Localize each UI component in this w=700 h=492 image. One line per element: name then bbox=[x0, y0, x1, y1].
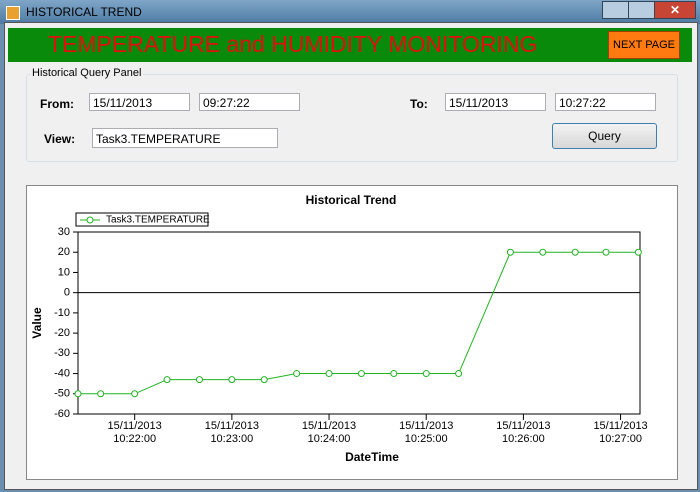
y-tick-label: 0 bbox=[64, 287, 70, 299]
y-tick-label: -20 bbox=[54, 327, 70, 339]
to-time[interactable]: 10:27:22 bbox=[555, 93, 656, 111]
next-page-button[interactable]: NEXT PAGE bbox=[608, 31, 680, 59]
y-tick-label: -40 bbox=[54, 367, 70, 379]
point-marker bbox=[602, 248, 610, 256]
y-tick-label: 20 bbox=[58, 246, 70, 258]
point-marker bbox=[260, 376, 268, 384]
y-tick-label: -60 bbox=[54, 408, 70, 420]
x-tick-label: 15/11/2013 10:27:00 bbox=[593, 420, 648, 445]
point-marker bbox=[422, 370, 430, 378]
point-marker bbox=[131, 390, 139, 398]
query-panel bbox=[26, 74, 678, 162]
chart-title: Historical Trend bbox=[306, 193, 397, 207]
legend-label: Task3.TEMPERATURE bbox=[106, 215, 210, 226]
panel-title: Historical Query Panel bbox=[30, 67, 144, 79]
from-date[interactable]: 15/11/2013 bbox=[89, 93, 190, 111]
x-tick-label: 15/11/2013 10:22:00 bbox=[107, 420, 162, 445]
window-title: HISTORICAL TREND bbox=[26, 5, 142, 19]
point-marker bbox=[74, 390, 82, 398]
y-axis-title: Value bbox=[30, 307, 44, 339]
app-icon bbox=[6, 6, 20, 20]
x-tick-label: 15/11/2013 10:24:00 bbox=[301, 420, 357, 445]
point-marker bbox=[506, 248, 514, 256]
close-button[interactable]: ✕ bbox=[654, 1, 696, 19]
x-tick-label: 15/11/2013 10:23:00 bbox=[204, 420, 259, 445]
from-time[interactable]: 09:27:22 bbox=[199, 93, 300, 111]
chart-box bbox=[26, 185, 678, 480]
y-tick-label: -50 bbox=[54, 388, 70, 400]
point-marker bbox=[390, 370, 398, 378]
legend-marker bbox=[86, 216, 94, 224]
point-marker bbox=[325, 370, 333, 378]
point-marker bbox=[293, 370, 301, 378]
point-marker bbox=[97, 390, 105, 398]
to-date[interactable]: 15/11/2013 bbox=[445, 93, 546, 111]
x-axis-title: DateTime bbox=[345, 450, 399, 464]
to-label: To: bbox=[410, 97, 428, 111]
header-band: TEMPERATURE and HUMIDITY MONITORING NEXT… bbox=[8, 28, 692, 62]
point-marker bbox=[539, 248, 547, 256]
view-label: View: bbox=[44, 132, 76, 146]
point-marker bbox=[455, 370, 463, 378]
point-marker bbox=[634, 248, 642, 256]
y-tick-label: 10 bbox=[58, 266, 70, 278]
x-tick-label: 15/11/2013 10:25:00 bbox=[399, 420, 454, 445]
from-label: From: bbox=[40, 97, 74, 111]
view-select[interactable]: Task3.TEMPERATURE bbox=[92, 128, 278, 148]
point-marker bbox=[571, 248, 579, 256]
header-title: TEMPERATURE and HUMIDITY MONITORING bbox=[48, 31, 538, 57]
point-marker bbox=[357, 370, 365, 378]
x-tick-label: 15/11/2013 10:26:00 bbox=[496, 420, 551, 445]
query-button[interactable]: Query bbox=[552, 123, 657, 149]
series-line bbox=[78, 251, 639, 395]
point-marker bbox=[195, 376, 203, 384]
legend-box bbox=[75, 212, 209, 227]
y-tick-label: -30 bbox=[54, 347, 70, 359]
title-bar: HISTORICAL TREND ✕ bbox=[0, 0, 700, 24]
point-marker bbox=[228, 376, 236, 384]
y-tick-label: -10 bbox=[54, 307, 70, 319]
plot-frame bbox=[77, 231, 641, 415]
point-marker bbox=[163, 376, 171, 384]
y-tick-label: 30 bbox=[58, 226, 70, 238]
